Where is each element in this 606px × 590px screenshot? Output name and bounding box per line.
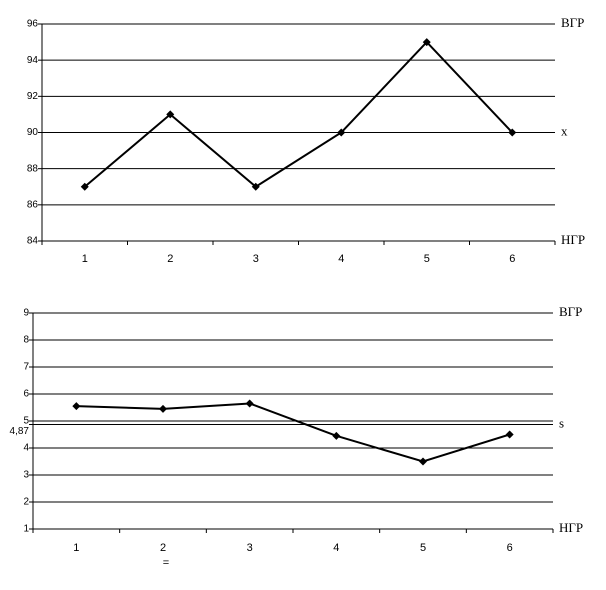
y-tick-label: 5 bbox=[23, 416, 29, 427]
y-tick-label: 6 bbox=[23, 389, 29, 400]
x-tick-label: 4 bbox=[338, 253, 344, 265]
y-tick-label: 1 bbox=[23, 524, 29, 535]
y-tick-label: 8 bbox=[23, 335, 29, 346]
y-tick-label: 96 bbox=[27, 19, 39, 30]
marker bbox=[508, 128, 517, 137]
y-tick-label: 7 bbox=[23, 362, 29, 373]
marker bbox=[505, 430, 514, 439]
y-tick-label: 88 bbox=[27, 163, 39, 174]
marker bbox=[80, 182, 89, 191]
footnote: = bbox=[163, 557, 169, 569]
x-tick-label: 5 bbox=[420, 542, 426, 554]
y-tick-label: 2 bbox=[23, 497, 29, 508]
limit-label: x bbox=[561, 123, 568, 138]
x-tick-label: 3 bbox=[247, 542, 253, 554]
marker bbox=[166, 110, 175, 119]
line bbox=[76, 402, 510, 463]
y-tick-label: 92 bbox=[27, 91, 39, 102]
marker bbox=[419, 457, 427, 466]
x-tick-label: 2 bbox=[160, 542, 166, 554]
limit-label: НГР bbox=[561, 232, 585, 247]
x-tick-label: 3 bbox=[253, 253, 259, 265]
y-tick-label: 86 bbox=[27, 199, 39, 210]
x-tick-label: 6 bbox=[507, 542, 513, 554]
x-tick-label: 2 bbox=[167, 253, 173, 265]
marker bbox=[422, 38, 431, 47]
marker bbox=[251, 182, 260, 191]
limit-label: s bbox=[559, 415, 564, 430]
line bbox=[84, 40, 513, 188]
y-tick-label: 4,87 bbox=[10, 426, 30, 437]
marker bbox=[332, 431, 341, 440]
limit-label: НГР bbox=[559, 520, 583, 535]
x-tick-label: 1 bbox=[82, 253, 88, 265]
x-tick-label: 1 bbox=[73, 542, 79, 554]
y-tick-label: 3 bbox=[23, 470, 29, 481]
y-tick-label: 9 bbox=[23, 308, 29, 319]
marker bbox=[72, 402, 81, 411]
x-tick-label: 6 bbox=[509, 253, 515, 265]
y-tick-label: 4 bbox=[23, 443, 29, 454]
limit-label: ВГР bbox=[559, 304, 582, 319]
marker bbox=[159, 404, 167, 413]
limit-label: ВГР bbox=[561, 15, 584, 30]
x-tick-label: 5 bbox=[424, 253, 430, 265]
x-tick-label: 4 bbox=[333, 542, 339, 554]
y-tick-label: 90 bbox=[27, 127, 39, 138]
marker bbox=[245, 399, 254, 408]
y-tick-label: 94 bbox=[27, 55, 39, 66]
y-tick-label: 84 bbox=[27, 236, 39, 247]
marker bbox=[337, 128, 346, 137]
